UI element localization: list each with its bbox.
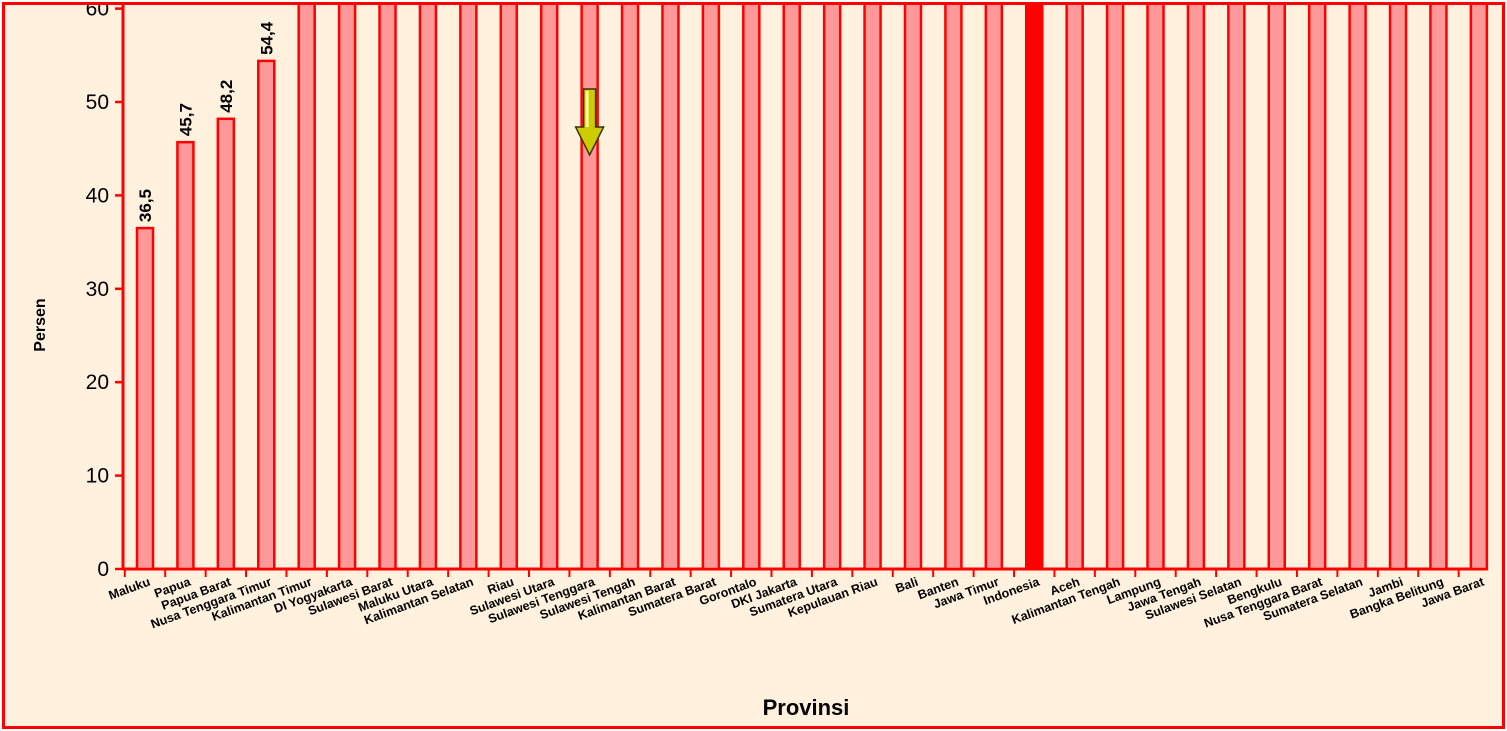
bar-papua <box>176 140 195 571</box>
bar-papua-barat <box>216 117 236 571</box>
bar-sulawesi-tengah <box>620 5 640 571</box>
bar-nusa-tenggara-barat <box>1307 5 1327 571</box>
value-label: 36,5 <box>136 189 155 222</box>
bar-di-yogyakarta <box>337 5 357 571</box>
bar-bengkulu <box>1267 5 1287 571</box>
bar-maluku-utara <box>418 5 438 571</box>
bar-sulawesi-barat <box>378 5 397 571</box>
bar-sumatera-utara <box>822 5 842 571</box>
bar-dki-jakarta <box>782 5 801 571</box>
bar-jawa-barat <box>1469 5 1489 571</box>
x-axis-title: Provinsi <box>763 695 850 720</box>
bar-kalimantan-timur <box>297 5 316 571</box>
y-tick-label: 10 <box>86 465 109 488</box>
bar-gorontalo <box>742 5 761 571</box>
bar-sulawesi-utara <box>539 5 559 571</box>
value-label: 54,4 <box>257 21 276 55</box>
y-tick-label: 60 <box>86 5 109 21</box>
bar-chart: Persen Provinsi 010203040506070809010011… <box>32 5 1489 720</box>
bar-maluku <box>135 226 155 571</box>
down-arrow-icon <box>574 88 605 157</box>
bar-nusa-tenggara-timur <box>257 59 276 571</box>
bar-bangka-belitung <box>1429 5 1448 571</box>
arrow-highlight <box>585 91 589 127</box>
category-label: Maluku <box>107 575 152 603</box>
value-label: 45,7 <box>176 103 195 136</box>
y-tick-label: 40 <box>86 184 109 207</box>
bar-sumatera-barat <box>701 5 721 571</box>
bar-kalimantan-barat <box>661 5 680 571</box>
value-label: 48,2 <box>217 80 236 113</box>
bar-riau <box>499 5 519 571</box>
bar-sumatera-selatan <box>1348 5 1367 571</box>
plot-area: 010203040506070809010011036,5Maluku45,7P… <box>86 5 1489 631</box>
bar-kepulauan-riau <box>863 5 882 571</box>
bar-banten <box>944 5 963 571</box>
bar-bali <box>903 5 923 571</box>
bar-aceh <box>1065 5 1084 571</box>
bar-lampung <box>1146 5 1165 571</box>
y-tick-label: 30 <box>86 278 109 301</box>
bar-kalimantan-selatan <box>459 5 478 571</box>
y-tick-label: 0 <box>97 558 109 581</box>
y-axis-title: Persen <box>32 298 49 351</box>
y-tick-label: 50 <box>86 91 109 114</box>
bar-sulawesi-selatan <box>1227 5 1246 571</box>
y-tick-label: 20 <box>86 371 109 394</box>
bar-indonesia <box>1024 5 1044 571</box>
bar-kalimantan-tengah <box>1105 5 1125 571</box>
bar-jambi <box>1388 5 1408 571</box>
bar-jawa-timur <box>984 5 1004 571</box>
bar-jawa-tengah <box>1186 5 1206 571</box>
